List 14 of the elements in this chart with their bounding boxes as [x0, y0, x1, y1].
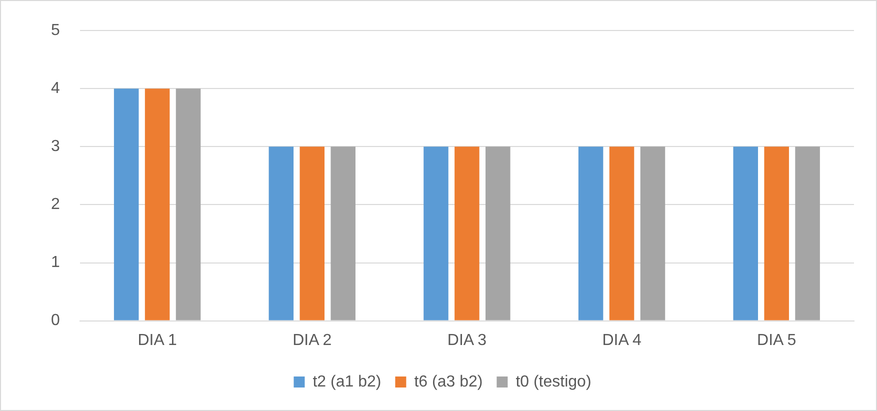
x-tick-label: DIA 2 — [292, 332, 332, 349]
y-tick-label: 1 — [50, 254, 60, 272]
y-tick-label: 2 — [50, 196, 60, 214]
x-tick-label: DIA 1 — [138, 332, 177, 349]
x-tick-label: DIA 3 — [447, 332, 487, 349]
legend-label: t6 (a3 b2) — [414, 373, 483, 390]
y-tick-label: 4 — [50, 80, 60, 98]
y-tick-label: 3 — [50, 138, 60, 156]
y-tick-label: 5 — [50, 22, 60, 40]
x-tick-label: DIA 4 — [602, 332, 642, 349]
x-tick-label: DIA 5 — [757, 332, 796, 349]
legend-label: t0 (testigo) — [516, 373, 592, 390]
legend-label: t2 (a1 b2) — [312, 373, 382, 390]
y-tick-label: 0 — [50, 312, 60, 330]
